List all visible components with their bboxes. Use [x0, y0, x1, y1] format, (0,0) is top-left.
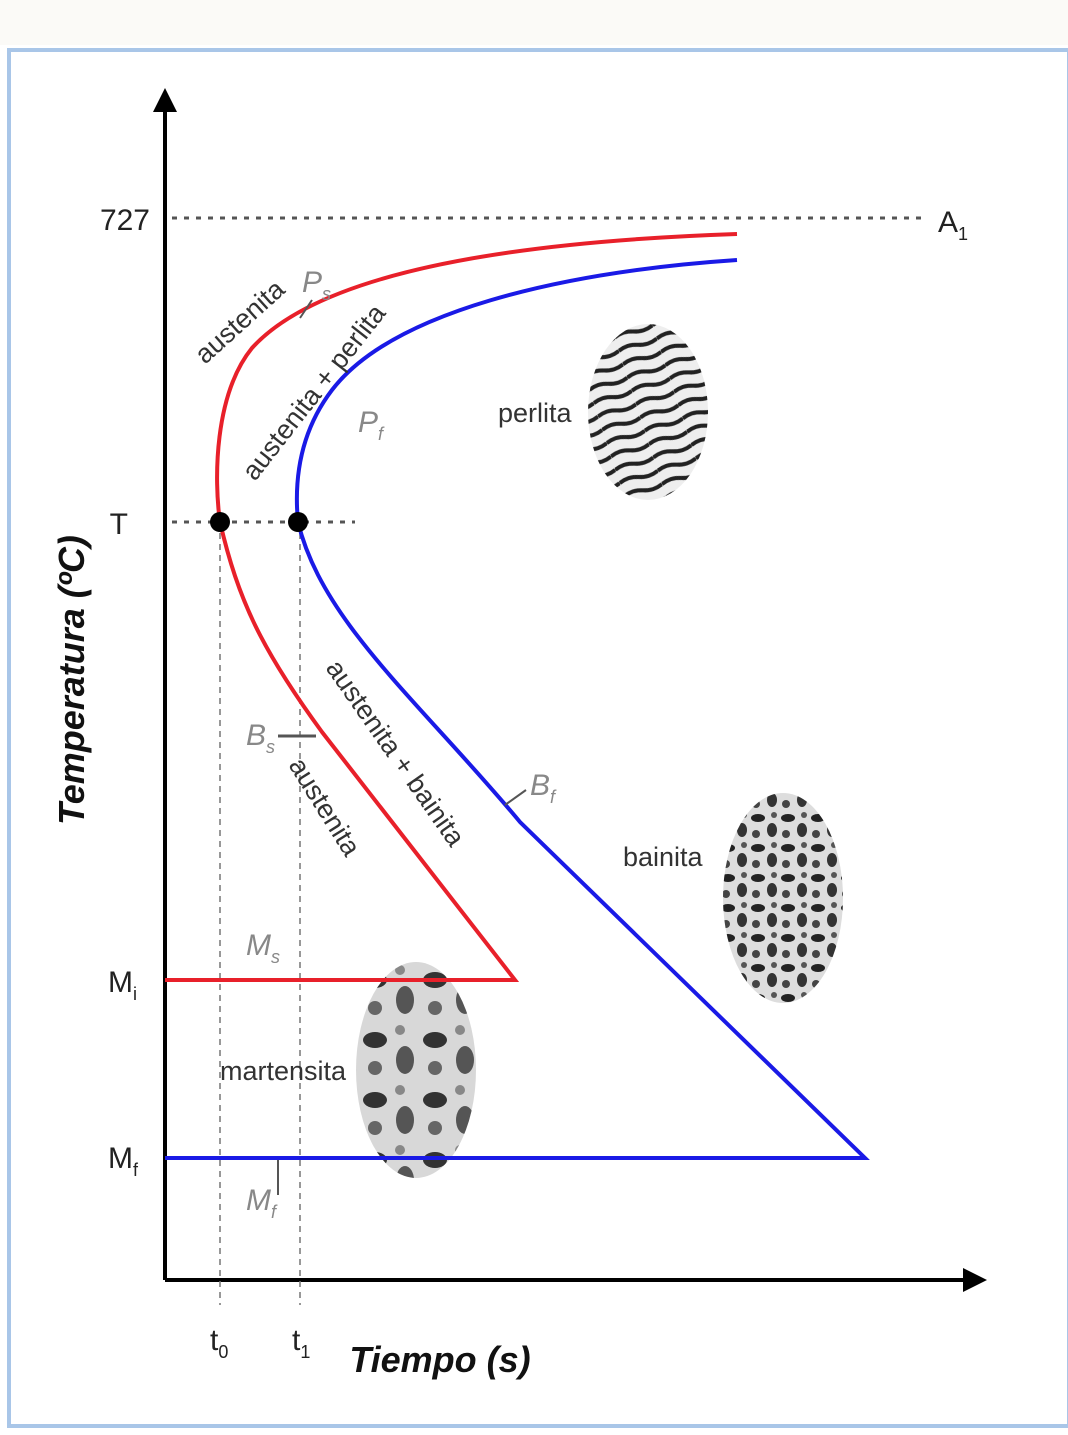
top-strip: [0, 0, 1068, 45]
label-part: 727: [100, 204, 150, 237]
label-part: s: [266, 737, 275, 757]
x-title: Tiempo (s): [349, 1339, 530, 1380]
y-label: Mi: [108, 966, 137, 1004]
region-label: bainita: [623, 842, 704, 872]
label-part: 1: [300, 1342, 310, 1362]
perlite-micrograph: [588, 324, 708, 500]
region-label: martensita: [220, 1056, 347, 1086]
point-t1: [288, 512, 308, 532]
label-part: B: [530, 769, 550, 802]
region-label: perlita: [498, 398, 573, 428]
bainite-micrograph: [723, 793, 843, 1003]
diagram: 727 T Mi Mf A1 t0 t1 Tiempo (s) Temperat…: [0, 0, 1068, 1430]
label-part: 1: [958, 224, 968, 244]
label-part: M: [246, 929, 271, 962]
y-label: 727: [100, 204, 150, 237]
label-part: T: [110, 508, 128, 541]
label-part: M: [246, 1184, 271, 1217]
label-part: P: [302, 266, 322, 299]
y-title: Temperatura (ºC): [51, 535, 92, 825]
label-part: i: [133, 984, 137, 1004]
martensite-micrograph: [356, 962, 476, 1178]
label-part: B: [246, 719, 266, 752]
label-part: A: [938, 206, 958, 239]
label-part: s: [271, 947, 280, 967]
point-t0: [210, 512, 230, 532]
label-part: M: [108, 966, 133, 999]
label-part: 0: [218, 1342, 228, 1362]
page: {"diagram": { "y_labels": [ {"text": "72…: [0, 0, 1068, 1430]
y-label: T: [110, 508, 128, 541]
label-part: s: [322, 284, 331, 304]
label-part: P: [358, 406, 378, 439]
label-part: M: [108, 1142, 133, 1175]
frame: [9, 50, 1068, 1426]
